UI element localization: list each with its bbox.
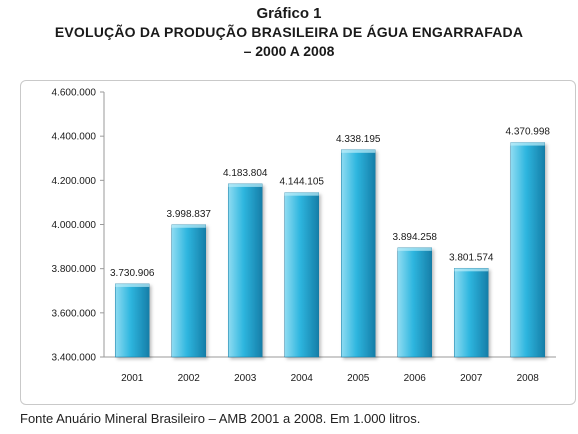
value-label: 4.370.998 — [506, 127, 551, 138]
y-tick-label: 4.400.000 — [52, 132, 97, 143]
y-tick-label: 3.400.000 — [52, 353, 97, 364]
bar-highlight — [341, 149, 376, 153]
chart-title: EVOLUÇÃO DA PRODUÇÃO BRASILEIRA DE ÁGUA … — [54, 24, 524, 40]
chart-title-period: – 2000 A 2008 — [243, 43, 335, 59]
bar-2006 — [397, 247, 432, 358]
bar-highlight — [228, 183, 263, 187]
x-tick-label: 2005 — [347, 373, 370, 384]
y-tick-label: 4.200.000 — [52, 176, 97, 187]
x-tick-label: 2008 — [517, 373, 540, 384]
bar-highlight — [510, 142, 545, 146]
y-tick-label: 4.600.000 — [52, 88, 97, 99]
bar-2005 — [341, 149, 376, 358]
x-tick-label: 2003 — [234, 373, 257, 384]
bar-2004 — [284, 192, 319, 358]
value-label: 4.183.804 — [223, 168, 268, 179]
bar-highlight — [115, 283, 150, 287]
bar-highlight — [454, 268, 489, 272]
value-label: 4.144.105 — [280, 177, 325, 188]
value-label: 3.894.258 — [393, 232, 438, 243]
x-tick-label: 2001 — [121, 373, 144, 384]
source-note: Fonte Anuário Mineral Brasileiro – AMB 2… — [20, 411, 421, 426]
y-tick-label: 3.600.000 — [52, 308, 97, 319]
bar-highlight — [284, 192, 319, 196]
y-tick-label: 3.800.000 — [52, 264, 97, 275]
x-tick-label: 2002 — [178, 373, 201, 384]
bar-2007 — [454, 268, 489, 358]
value-label: 3.730.906 — [110, 268, 155, 279]
x-tick-label: 2004 — [291, 373, 314, 384]
bar-2008 — [510, 142, 545, 358]
bar-highlight — [171, 224, 206, 228]
value-label: 3.998.837 — [167, 209, 212, 220]
y-tick-label: 4.000.000 — [52, 220, 97, 231]
bar-highlight — [397, 247, 432, 251]
chart-header: Gráfico 1 EVOLUÇÃO DA PRODUÇÃO BRASILEIR… — [0, 4, 578, 61]
value-label: 3.801.574 — [449, 252, 494, 263]
label-layer: 3.730.906 2001 3.998.837 2002 4.183.804 2003 4… — [110, 127, 550, 384]
x-tick-label: 2007 — [460, 373, 483, 384]
x-tick-label: 2006 — [404, 373, 427, 384]
value-label: 4.338.195 — [336, 134, 381, 145]
bar-2002 — [171, 224, 206, 358]
figure-label: Gráfico 1 — [256, 5, 322, 22]
bar-2003 — [228, 183, 263, 358]
bar-layer — [115, 142, 545, 358]
bar-2001 — [115, 283, 150, 358]
